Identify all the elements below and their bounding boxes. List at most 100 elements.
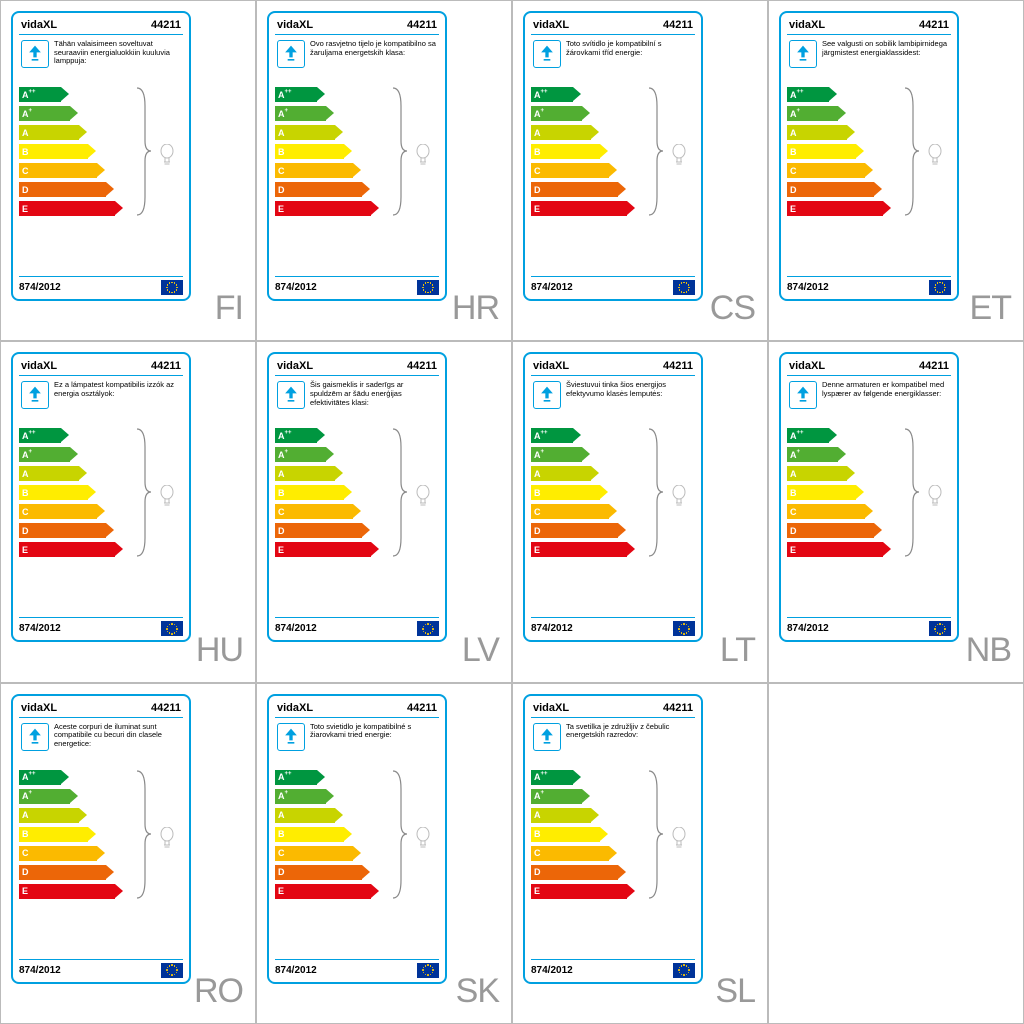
eu-flag <box>417 963 439 978</box>
regulation: 874/2012 <box>787 282 829 293</box>
description: Toto svítidlo je kompatibilní s žárovkam… <box>566 40 693 57</box>
energy-label: vidaXL44211Ovo rasvjetno tijelo je kompa… <box>267 11 447 301</box>
regulation: 874/2012 <box>19 623 61 634</box>
energy-bar-E: E <box>19 200 183 217</box>
brace <box>391 769 411 900</box>
grid-cell: vidaXL44211Šviestuvui tinka šios energij… <box>512 341 768 682</box>
grid-cell: vidaXL44211Ta svetilka je združljiv z če… <box>512 683 768 1024</box>
bulb-icon <box>927 485 943 512</box>
energy-bar-D: D <box>275 181 439 198</box>
description: Šviestuvui tinka šios energijos efektyvu… <box>566 381 693 398</box>
model: 44211 <box>919 19 949 31</box>
model: 44211 <box>407 360 437 372</box>
model: 44211 <box>663 19 693 31</box>
energy-bar-E: E <box>275 200 439 217</box>
grid-cell: vidaXL44211Aceste corpuri de iluminat su… <box>0 683 256 1024</box>
energy-bar-A+: A+ <box>275 788 439 805</box>
energy-bar-A+: A+ <box>275 446 439 463</box>
energy-label: vidaXL44211Aceste corpuri de iluminat su… <box>11 694 191 984</box>
energy-bar-A+: A+ <box>19 105 183 122</box>
energy-scale: A++A+ABCDE <box>531 769 695 904</box>
description: Tähän valaisimeen soveltuvat seuraaviin … <box>54 40 181 66</box>
bulb-icon <box>415 827 431 854</box>
model: 44211 <box>919 360 949 372</box>
lamp-icon <box>533 40 561 68</box>
energy-bar-A++: A++ <box>275 86 439 103</box>
eu-flag <box>673 621 695 636</box>
regulation: 874/2012 <box>275 965 317 976</box>
grid-cell: vidaXL44211Toto svítidlo je kompatibilní… <box>512 0 768 341</box>
energy-bar-A+: A+ <box>19 788 183 805</box>
energy-bar-E: E <box>531 200 695 217</box>
regulation: 874/2012 <box>275 282 317 293</box>
model: 44211 <box>407 19 437 31</box>
energy-bar-A++: A++ <box>19 769 183 786</box>
energy-scale: A++A+ABCDE <box>275 427 439 562</box>
energy-bar-A+: A+ <box>275 105 439 122</box>
description: Šis gaismeklis ir saderīgs ar spuldzēm a… <box>310 381 437 407</box>
energy-scale: A++A+ABCDE <box>787 427 951 562</box>
brand: vidaXL <box>21 19 57 31</box>
energy-bar-D: D <box>275 522 439 539</box>
energy-bar-E: E <box>19 541 183 558</box>
energy-bar-D: D <box>787 181 951 198</box>
description: See valgusti on sobilik lambipirnidega j… <box>822 40 949 57</box>
lamp-icon <box>277 381 305 409</box>
grid-cell: vidaXL44211Denne armaturen er kompatibel… <box>768 341 1024 682</box>
energy-bar-A++: A++ <box>787 86 951 103</box>
energy-bar-A++: A++ <box>787 427 951 444</box>
regulation: 874/2012 <box>787 623 829 634</box>
model: 44211 <box>151 702 181 714</box>
energy-scale: A++A+ABCDE <box>19 769 183 904</box>
energy-scale: A++A+ABCDE <box>787 86 951 221</box>
energy-bar-A: A <box>19 124 183 141</box>
energy-bar-A: A <box>531 124 695 141</box>
energy-bar-A: A <box>19 807 183 824</box>
brace <box>903 86 923 217</box>
regulation: 874/2012 <box>531 965 573 976</box>
energy-bar-E: E <box>787 200 951 217</box>
grid-cell: vidaXL44211Tähän valaisimeen soveltuvat … <box>0 0 256 341</box>
lamp-icon <box>533 723 561 751</box>
energy-bar-A++: A++ <box>275 769 439 786</box>
brand: vidaXL <box>21 360 57 372</box>
bulb-icon <box>415 485 431 512</box>
energy-bar-A: A <box>19 465 183 482</box>
energy-bar-A+: A+ <box>531 446 695 463</box>
model: 44211 <box>151 360 181 372</box>
energy-bar-A++: A++ <box>275 427 439 444</box>
energy-bar-A+: A+ <box>19 446 183 463</box>
energy-bar-A+: A+ <box>787 446 951 463</box>
bulb-icon <box>415 144 431 171</box>
brace <box>903 427 923 558</box>
bulb-icon <box>159 144 175 171</box>
language-code: HU <box>196 631 243 670</box>
eu-flag <box>673 280 695 295</box>
bulb-icon <box>159 485 175 512</box>
lamp-icon <box>789 40 817 68</box>
energy-bar-A: A <box>275 807 439 824</box>
bulb-icon <box>159 827 175 854</box>
grid-cell: vidaXL44211Ez a lámpatest kompatibilis i… <box>0 341 256 682</box>
energy-label: vidaXL44211Toto svítidlo je kompatibilní… <box>523 11 703 301</box>
energy-bar-E: E <box>531 883 695 900</box>
language-code: ET <box>970 289 1011 328</box>
energy-label: vidaXL44211Ta svetilka je združljiv z če… <box>523 694 703 984</box>
lamp-icon <box>277 40 305 68</box>
energy-bar-E: E <box>275 883 439 900</box>
lamp-icon <box>21 40 49 68</box>
brand: vidaXL <box>533 702 569 714</box>
energy-bar-A: A <box>531 465 695 482</box>
energy-bar-A: A <box>275 465 439 482</box>
energy-bar-D: D <box>531 181 695 198</box>
regulation: 874/2012 <box>531 282 573 293</box>
description: Aceste corpuri de iluminat sunt compatib… <box>54 723 181 749</box>
eu-flag <box>161 963 183 978</box>
eu-flag <box>673 963 695 978</box>
eu-flag <box>417 280 439 295</box>
energy-bar-A++: A++ <box>531 769 695 786</box>
energy-bar-A+: A+ <box>787 105 951 122</box>
language-code: LV <box>462 631 499 670</box>
bulb-icon <box>927 144 943 171</box>
energy-label: vidaXL44211Denne armaturen er kompatibel… <box>779 352 959 642</box>
